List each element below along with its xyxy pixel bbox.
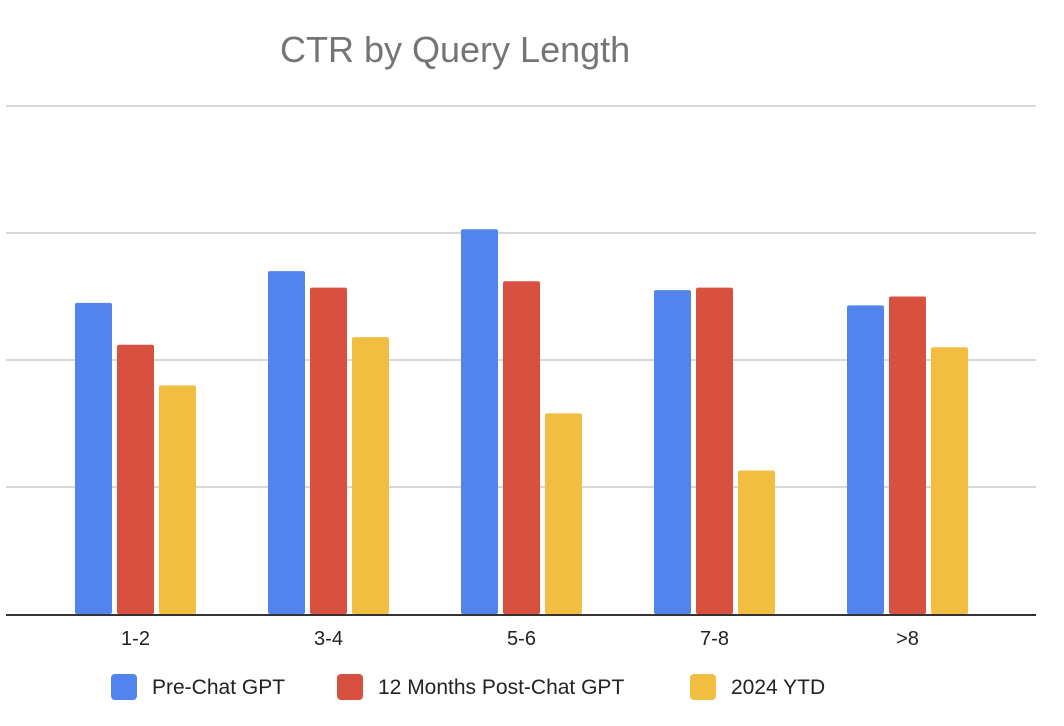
legend: Pre-Chat GPT 12 Months Post-Chat GPT 2024 … <box>111 674 825 700</box>
x-tick-label: 7-8 <box>700 628 729 650</box>
bar-2024-ytd-34 <box>352 337 389 614</box>
bar-2024-ytd-78 <box>738 470 775 614</box>
legend-swatch <box>690 674 716 700</box>
legend-label: Pre-Chat GPT <box>152 676 285 699</box>
bar-12-months-post-chat-gpt-34 <box>310 287 347 614</box>
bar-2024-ytd-56 <box>545 413 582 614</box>
bars <box>75 229 968 614</box>
x-axis-tick-labels: 1-2 3-4 5-6 7-8 >8 <box>121 628 919 650</box>
bar-2024-ytd-8 <box>931 347 968 614</box>
x-tick-label: 3-4 <box>314 628 343 650</box>
bar-12-months-post-chat-gpt-78 <box>696 287 733 614</box>
bar-pre-chat-gpt-78 <box>654 290 691 614</box>
legend-swatch <box>111 674 137 700</box>
bar-pre-chat-gpt-12 <box>75 302 112 614</box>
bar-pre-chat-gpt-8 <box>847 305 884 614</box>
bar-12-months-post-chat-gpt-12 <box>117 344 154 614</box>
x-tick-label: 1-2 <box>121 628 150 650</box>
x-tick-label: >8 <box>896 628 919 650</box>
legend-swatch <box>337 674 363 700</box>
chart-title: CTR by Query Length <box>280 29 630 70</box>
legend-label: 12 Months Post-Chat GPT <box>378 676 624 699</box>
bar-pre-chat-gpt-34 <box>268 271 305 614</box>
bar-pre-chat-gpt-56 <box>461 229 498 614</box>
x-tick-label: 5-6 <box>507 628 536 650</box>
legend-label: 2024 YTD <box>731 676 825 699</box>
bar-12-months-post-chat-gpt-8 <box>889 296 926 614</box>
bar-12-months-post-chat-gpt-56 <box>503 281 540 614</box>
bar-2024-ytd-12 <box>159 385 196 614</box>
